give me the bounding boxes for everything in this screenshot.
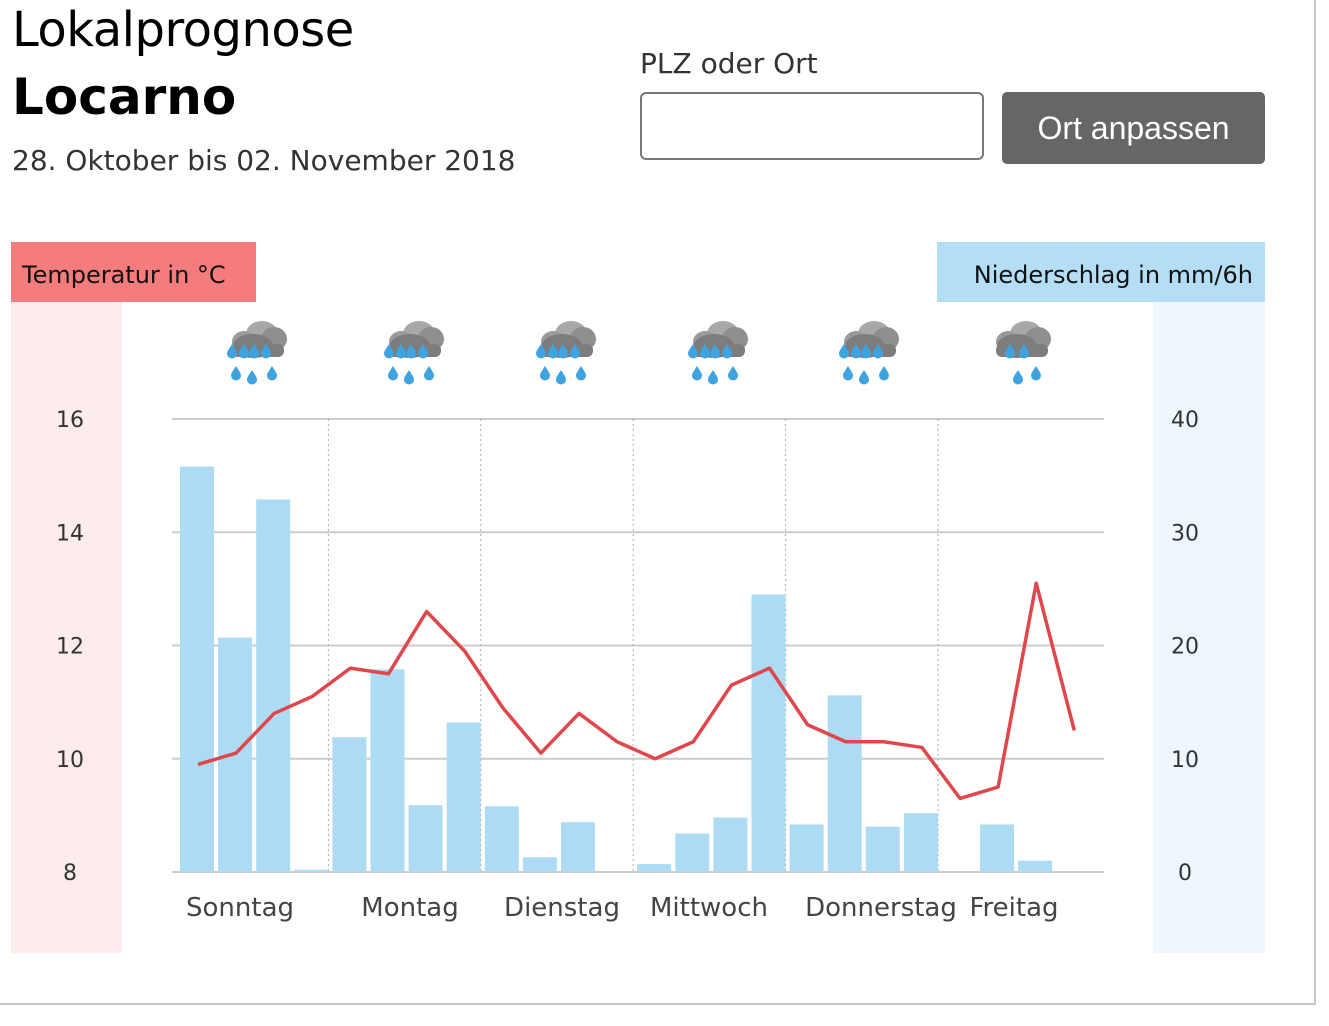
temperature-line xyxy=(197,581,1076,801)
rain-cloud-heavy-icon xyxy=(688,321,748,385)
day-label: Freitag xyxy=(969,893,1058,923)
page-title: Lokalprognose xyxy=(12,2,354,58)
day-labels: Sonntag Montag Dienstag Mittwoch Donnerstag F… xyxy=(186,893,1059,923)
precipitation-bar xyxy=(865,826,900,872)
precipitation-bar xyxy=(332,737,367,872)
temperature-tick-label: 14 xyxy=(56,521,84,546)
rain-cloud-heavy-icon xyxy=(227,321,287,385)
temperature-tick-label: 10 xyxy=(56,748,84,773)
rain-cloud-light-icon xyxy=(996,321,1051,385)
day-label: Dienstag xyxy=(504,893,620,923)
temperature-tick-label: 8 xyxy=(63,861,77,886)
temperature-tick-label: 16 xyxy=(56,408,84,433)
location-search-input[interactable] xyxy=(640,92,984,160)
temperature-axis-band xyxy=(11,302,122,953)
temperature-tick-label: 12 xyxy=(56,635,84,660)
day-separators xyxy=(327,419,939,872)
precipitation-axis-band xyxy=(1153,302,1265,953)
rain-cloud-heavy-icon xyxy=(536,321,596,385)
day-label: Mittwoch xyxy=(650,893,768,923)
temperature-axis-label: Temperatur in °C xyxy=(21,261,226,289)
precipitation-bar xyxy=(180,466,214,872)
location-name: Locarno xyxy=(12,68,237,126)
weather-icons xyxy=(227,321,1051,385)
precipitation-bar xyxy=(827,695,862,872)
precipitation-bar xyxy=(713,817,748,872)
precipitation-bar xyxy=(408,805,443,872)
precipitation-bar xyxy=(751,594,786,872)
precipitation-bar xyxy=(561,822,595,872)
axis-ticks: 16 14 12 10 8 40 30 20 10 0 xyxy=(56,408,1199,886)
day-label: Donnerstag xyxy=(805,893,957,923)
grid-lines xyxy=(172,418,1104,873)
precipitation-bar xyxy=(256,499,291,872)
page-frame xyxy=(0,0,1316,1005)
precipitation-bar xyxy=(675,833,710,872)
precipitation-bar xyxy=(370,669,405,872)
change-location-button[interactable]: Ort anpassen xyxy=(1002,92,1265,164)
precipitation-bar xyxy=(1018,860,1053,872)
day-label: Sonntag xyxy=(186,893,294,923)
precipitation-bar xyxy=(903,813,938,872)
precipitation-axis-label: Niederschlag in mm/6h xyxy=(974,261,1253,289)
precipitation-tick-label: 10 xyxy=(1171,748,1199,773)
day-label: Montag xyxy=(361,893,458,923)
forecast-chart: Temperatur in °C Niederschlag in mm/6h 1… xyxy=(11,242,1265,953)
temperature-axis-label-box xyxy=(11,242,256,302)
precipitation-bar xyxy=(789,824,824,872)
precipitation-tick-label: 20 xyxy=(1171,635,1199,660)
rain-cloud-heavy-icon xyxy=(384,321,444,385)
date-range: 28. Oktober bis 02. November 2018 xyxy=(12,144,516,177)
precipitation-tick-label: 40 xyxy=(1171,408,1199,433)
precipitation-bars xyxy=(180,466,1053,872)
precipitation-bar xyxy=(294,869,329,872)
rain-cloud-heavy-icon xyxy=(839,321,899,385)
location-search-label: PLZ oder Ort xyxy=(640,47,818,80)
precipitation-bar xyxy=(637,864,672,872)
precipitation-bar xyxy=(522,857,557,872)
precipitation-tick-label: 30 xyxy=(1171,521,1199,546)
precipitation-axis-label-box xyxy=(937,242,1265,302)
precipitation-bar xyxy=(980,824,1015,872)
temperature-line-group xyxy=(197,581,1076,801)
precipitation-tick-label: 0 xyxy=(1178,861,1192,886)
precipitation-bar xyxy=(484,806,519,872)
precipitation-bar xyxy=(446,722,481,872)
